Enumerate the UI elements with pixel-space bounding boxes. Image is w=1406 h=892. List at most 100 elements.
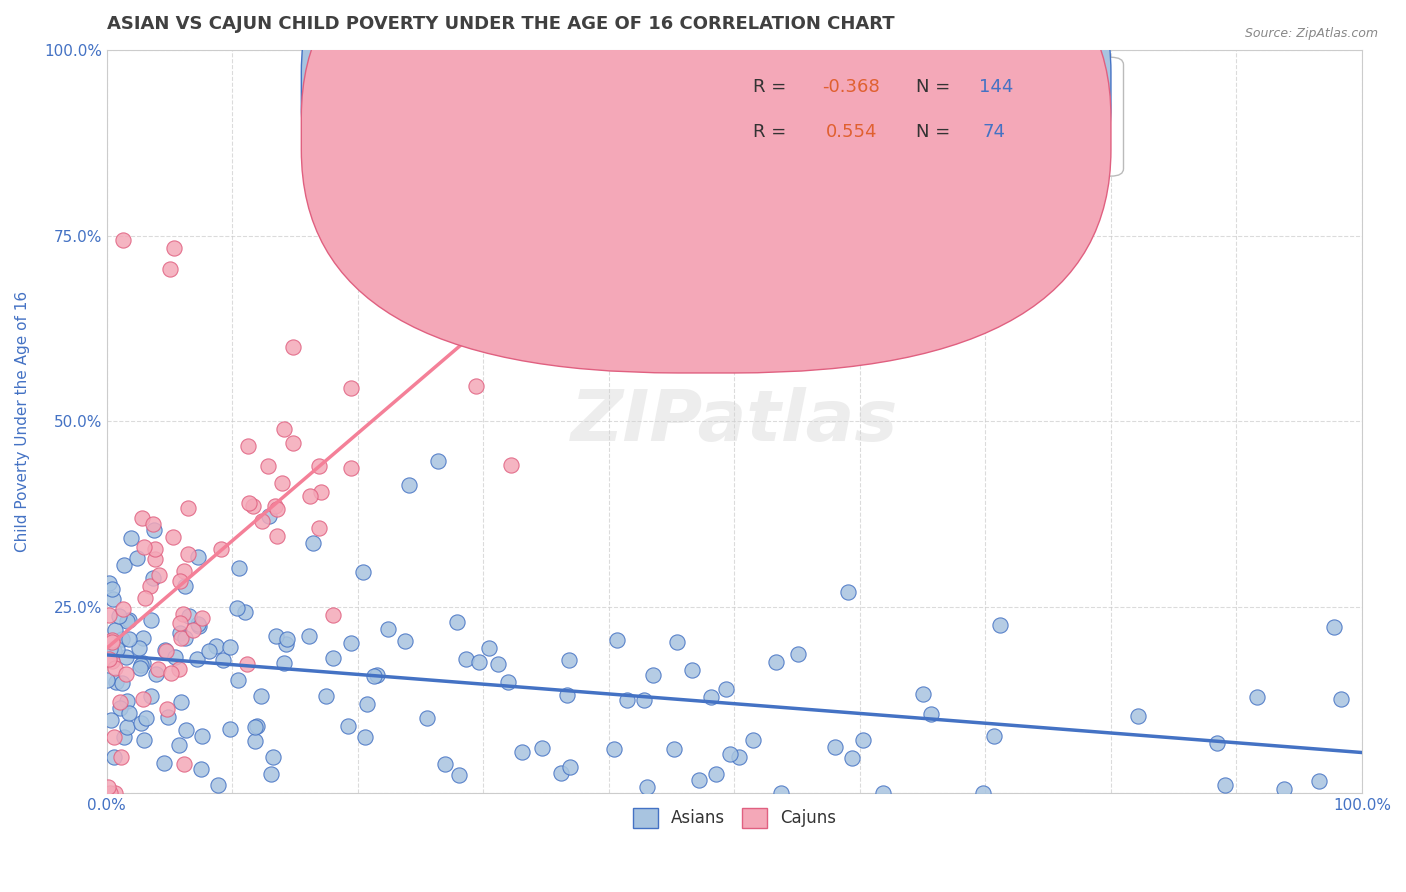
Point bbox=[643, 667, 665, 681]
Point bbox=[765, 656, 787, 670]
Point bbox=[181, 623, 204, 637]
Point bbox=[706, 766, 728, 780]
Point bbox=[1272, 781, 1295, 796]
Point bbox=[97, 780, 120, 795]
Point bbox=[558, 653, 581, 667]
Point bbox=[146, 662, 169, 676]
Point bbox=[496, 675, 519, 690]
Point bbox=[513, 316, 536, 330]
Point bbox=[131, 716, 153, 731]
Point bbox=[135, 711, 157, 725]
Point bbox=[837, 584, 859, 599]
Point bbox=[191, 611, 214, 625]
Point bbox=[336, 719, 359, 733]
Point bbox=[132, 631, 155, 645]
Point bbox=[681, 663, 703, 677]
Point bbox=[233, 605, 256, 619]
Point bbox=[242, 499, 264, 513]
Point bbox=[143, 541, 166, 556]
Point bbox=[118, 613, 141, 627]
Point bbox=[912, 687, 935, 701]
Point bbox=[167, 738, 190, 752]
Point bbox=[162, 241, 184, 255]
Point bbox=[172, 607, 194, 622]
Point bbox=[156, 702, 179, 716]
Point bbox=[558, 760, 581, 774]
Point bbox=[100, 713, 122, 727]
Point bbox=[555, 688, 578, 702]
Point bbox=[186, 652, 208, 666]
Point bbox=[134, 732, 156, 747]
Point bbox=[128, 641, 150, 656]
Point bbox=[207, 778, 229, 792]
Point bbox=[114, 649, 136, 664]
Point bbox=[211, 653, 233, 667]
Point bbox=[1323, 620, 1346, 634]
Point bbox=[266, 502, 288, 516]
Point bbox=[481, 197, 503, 211]
Point bbox=[454, 651, 477, 665]
Point bbox=[308, 458, 330, 473]
Point bbox=[606, 632, 628, 647]
Point bbox=[238, 496, 260, 510]
Point bbox=[603, 742, 626, 756]
Point bbox=[250, 690, 273, 704]
Point bbox=[118, 632, 141, 647]
Point bbox=[769, 786, 792, 800]
Point bbox=[103, 644, 125, 658]
Point bbox=[718, 747, 741, 761]
Point bbox=[108, 700, 131, 714]
Point bbox=[142, 570, 165, 584]
Point bbox=[662, 742, 685, 756]
Point bbox=[219, 722, 242, 736]
Point bbox=[516, 297, 538, 311]
Point bbox=[155, 644, 177, 658]
Point bbox=[486, 657, 509, 671]
Point bbox=[191, 729, 214, 743]
Point bbox=[260, 767, 283, 781]
Point bbox=[115, 720, 138, 734]
Point bbox=[434, 235, 457, 249]
Point bbox=[550, 765, 572, 780]
Point bbox=[787, 647, 810, 661]
Point bbox=[633, 692, 655, 706]
Text: R =: R = bbox=[754, 122, 792, 141]
Point bbox=[101, 591, 124, 606]
FancyBboxPatch shape bbox=[301, 0, 1111, 328]
Point bbox=[115, 666, 138, 681]
Point bbox=[499, 458, 522, 472]
Point bbox=[209, 542, 232, 557]
Point bbox=[174, 723, 197, 737]
Point bbox=[188, 619, 211, 633]
Point bbox=[101, 635, 124, 649]
Point bbox=[169, 625, 191, 640]
Point bbox=[616, 693, 638, 707]
Point bbox=[176, 548, 198, 562]
Point bbox=[177, 501, 200, 516]
Point bbox=[972, 786, 994, 800]
Point bbox=[259, 509, 281, 524]
Point bbox=[105, 674, 128, 689]
Y-axis label: Child Poverty Under the Age of 16: Child Poverty Under the Age of 16 bbox=[15, 291, 30, 552]
Point bbox=[665, 635, 688, 649]
Point bbox=[273, 422, 295, 436]
Point bbox=[226, 601, 249, 615]
Point bbox=[264, 500, 287, 514]
Point bbox=[243, 720, 266, 734]
Point bbox=[742, 733, 765, 747]
Point bbox=[160, 666, 183, 681]
Point bbox=[112, 602, 135, 616]
Point bbox=[298, 489, 321, 503]
Point bbox=[103, 731, 125, 745]
Point bbox=[170, 695, 193, 709]
Point bbox=[236, 657, 259, 672]
Point bbox=[464, 379, 486, 393]
Point bbox=[112, 730, 135, 744]
Point bbox=[132, 692, 155, 706]
Point bbox=[308, 521, 330, 535]
Point bbox=[266, 629, 288, 643]
Point bbox=[1206, 735, 1229, 749]
Point bbox=[352, 565, 374, 579]
Point bbox=[111, 676, 134, 690]
Point bbox=[416, 711, 439, 725]
